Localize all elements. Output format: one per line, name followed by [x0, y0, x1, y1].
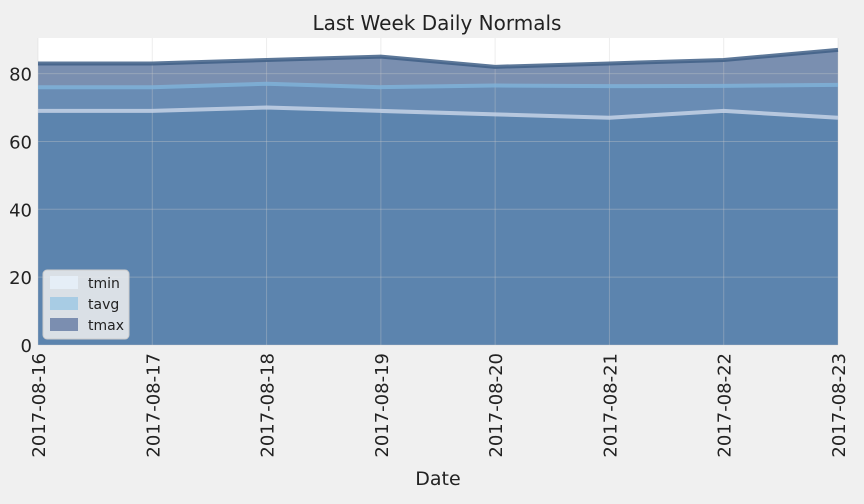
area-layer — [38, 49, 838, 346]
y-tick-label-40: 40 — [9, 200, 32, 221]
y-tick-label-20: 20 — [9, 268, 32, 289]
series-line-tavg — [38, 81, 839, 90]
legend-swatch-tmax — [50, 318, 78, 331]
series-line-tmax — [38, 47, 839, 69]
series-line-layer — [38, 47, 839, 120]
chart-title: Last Week Daily Normals — [313, 11, 562, 35]
legend-label-tmax: tmax — [88, 318, 124, 334]
x-axis-ticks: 2017-08-16 2017-08-17 2017-08-18 2017-08-19… — [29, 353, 850, 458]
legend: tmin tavg tmax — [42, 269, 130, 340]
y-tick-label-60: 60 — [9, 132, 32, 153]
x-tick-label-2017-08-20: 2017-08-20 — [486, 353, 507, 458]
legend-swatch-tmin — [50, 276, 78, 289]
x-tick-label-2017-08-22: 2017-08-22 — [715, 353, 736, 458]
x-tick-label-2017-08-17: 2017-08-17 — [143, 353, 164, 458]
x-tick-label-2017-08-23: 2017-08-23 — [829, 353, 850, 458]
x-tick-label-2017-08-16: 2017-08-16 — [29, 353, 50, 458]
legend-swatch-tavg — [50, 297, 78, 310]
x-axis-label: Date — [415, 468, 460, 490]
x-tick-label-2017-08-18: 2017-08-18 — [258, 353, 279, 458]
legend-label-tavg: tavg — [88, 297, 119, 313]
series-line-tmin — [38, 105, 839, 120]
x-tick-label-2017-08-19: 2017-08-19 — [372, 353, 393, 458]
area-tmin — [38, 107, 838, 345]
y-axis-ticks: 0 20 40 60 80 — [9, 65, 32, 357]
legend-label-tmin: tmin — [88, 276, 120, 292]
y-tick-label-80: 80 — [9, 65, 32, 86]
y-tick-label-0: 0 — [21, 336, 32, 357]
x-tick-label-2017-08-21: 2017-08-21 — [600, 353, 621, 458]
